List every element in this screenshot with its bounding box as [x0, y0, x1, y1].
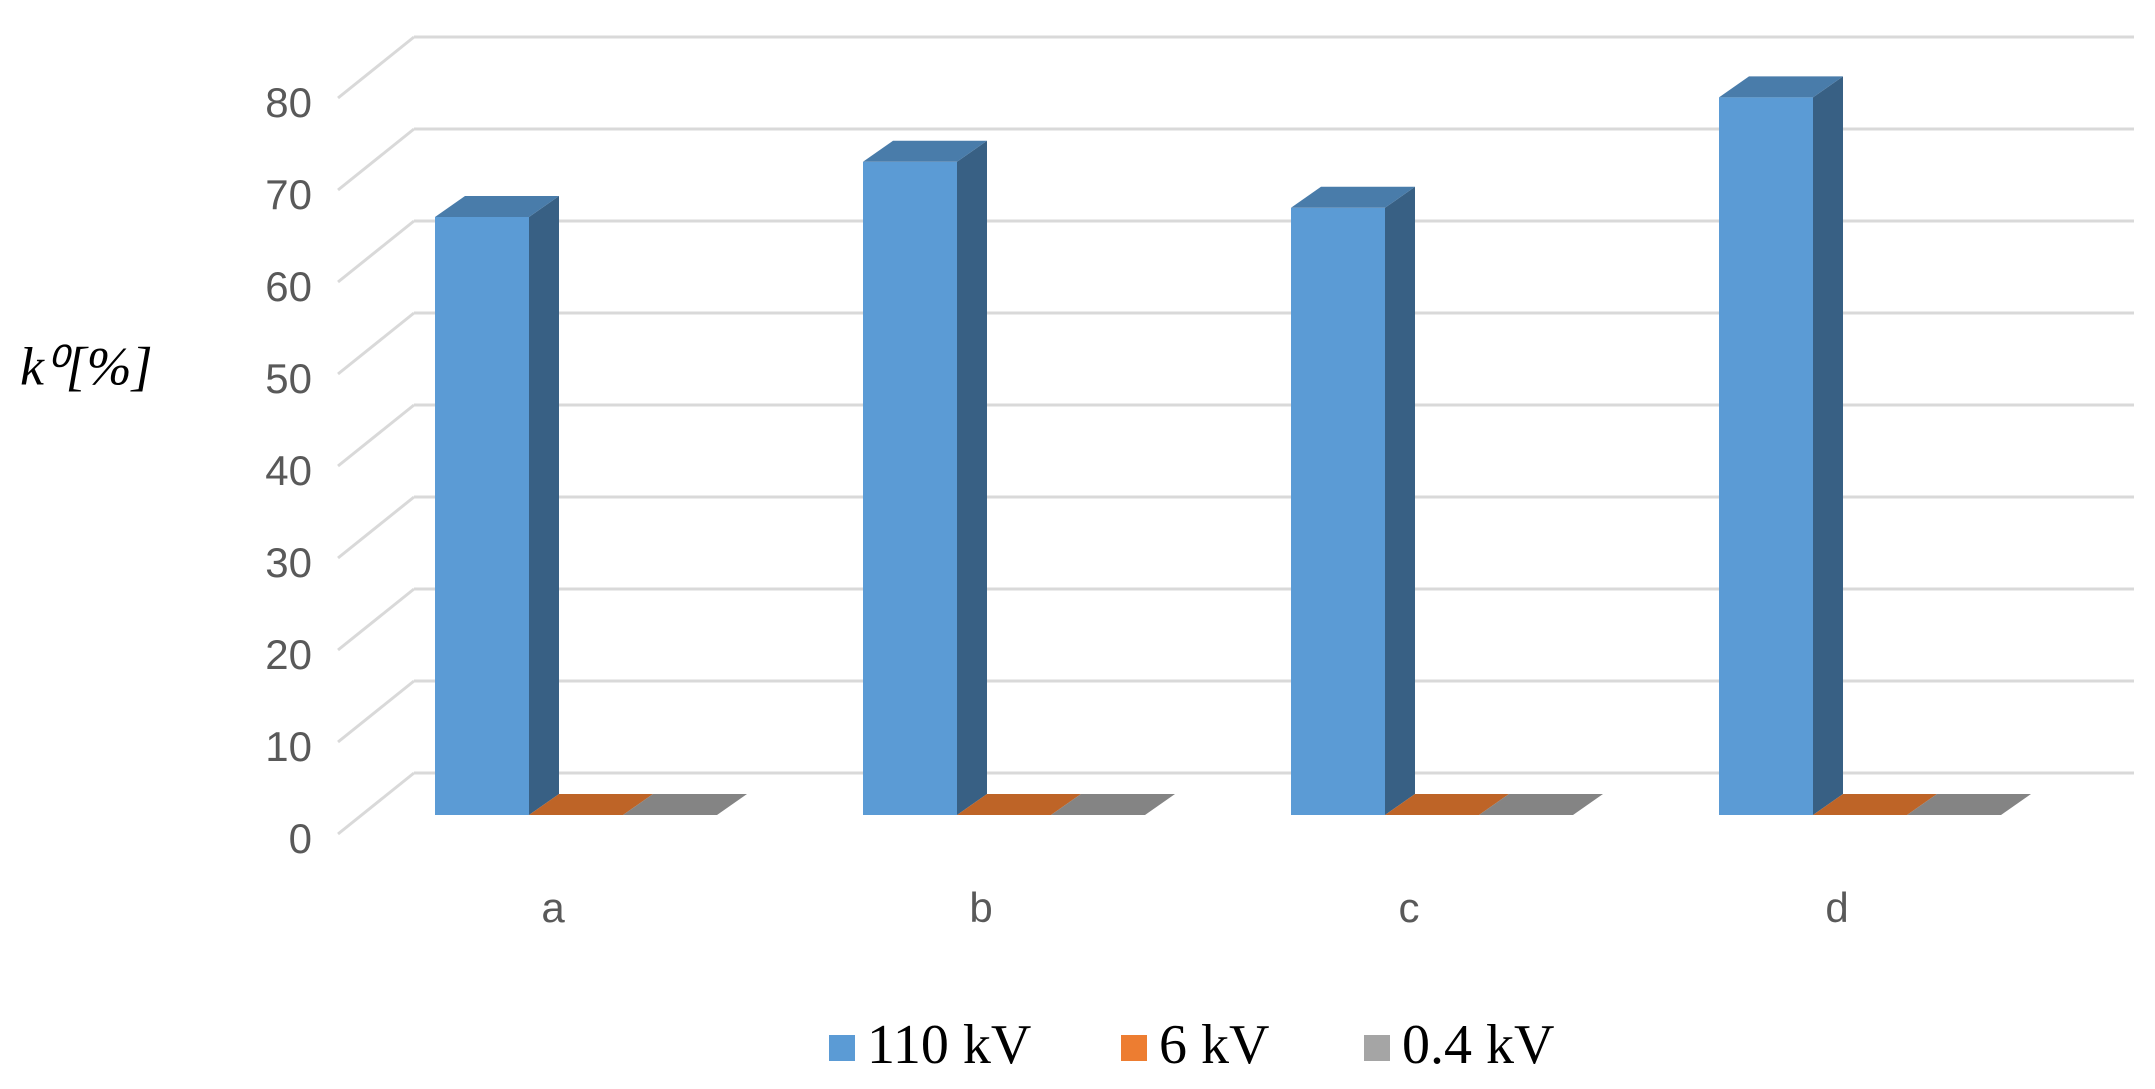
legend-swatch [829, 1035, 855, 1061]
grid-line [337, 679, 415, 744]
bar-top [1291, 186, 1415, 208]
y-tick-label: 80 [265, 79, 312, 126]
bar-top [957, 794, 1081, 815]
legend-swatch [1364, 1035, 1390, 1061]
bar-top [863, 140, 987, 162]
bar-top [1479, 794, 1603, 815]
x-tick-label: d [1825, 884, 1848, 931]
bar-top [529, 794, 653, 815]
grid-line [337, 587, 415, 652]
grid-line [337, 403, 415, 468]
bar-top [1385, 794, 1509, 815]
legend-swatch [1121, 1035, 1147, 1061]
bar-side [1385, 186, 1415, 816]
bar-top [435, 196, 559, 217]
grid-line [337, 219, 415, 284]
legend-label: 6 kV [1159, 1014, 1269, 1076]
x-tick-label: b [969, 884, 992, 931]
legend-label: 110 kV [867, 1014, 1031, 1076]
grid-line [337, 495, 415, 560]
bar-side [957, 140, 987, 816]
y-tick-label: 10 [265, 723, 312, 770]
grid-line [337, 127, 415, 192]
bar-top [1813, 794, 1937, 815]
bar-top [1719, 76, 1843, 98]
bar-front [1719, 97, 1813, 815]
y-tick-label: 70 [265, 171, 312, 218]
bar-top [1907, 794, 2031, 815]
y-tick-label: 30 [265, 539, 312, 586]
legend-label: 0.4 kV [1402, 1014, 1554, 1076]
grid-line [337, 311, 415, 376]
bar-front [863, 161, 957, 816]
bar-top [1051, 794, 1175, 815]
grid-line [337, 771, 415, 836]
bar-top [623, 794, 747, 815]
bar-side [529, 196, 559, 815]
y-tick-label: 50 [265, 355, 312, 402]
y-tick-label: 60 [265, 263, 312, 310]
y-tick-label: 20 [265, 631, 312, 678]
y-axis-label: k⁰[%] [20, 336, 153, 396]
bar-side [1813, 76, 1843, 815]
x-tick-label: c [1399, 884, 1420, 931]
x-tick-label: a [541, 884, 565, 931]
grid-line [337, 35, 415, 100]
bar-front [435, 217, 529, 815]
y-tick-label: 40 [265, 447, 312, 494]
bar-front [1291, 207, 1385, 816]
y-tick-label: 0 [289, 815, 312, 862]
